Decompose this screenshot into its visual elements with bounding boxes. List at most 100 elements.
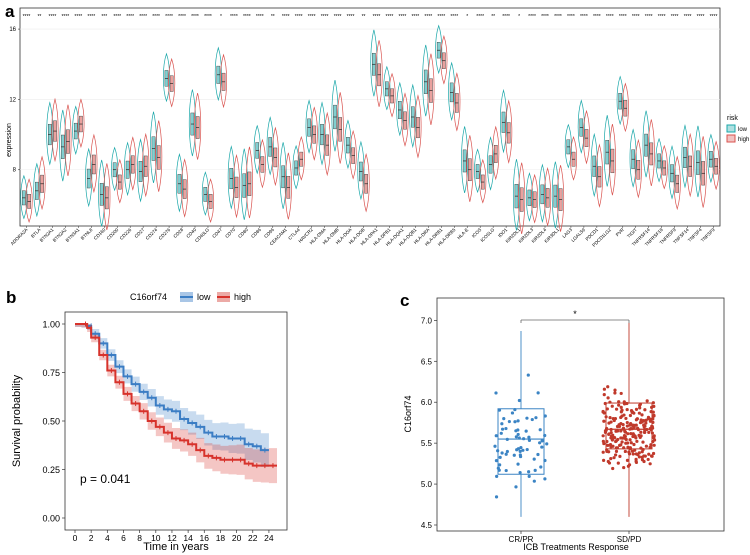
panel-a-grid bbox=[20, 28, 720, 171]
significance-mark: **** bbox=[593, 14, 601, 20]
data-point bbox=[651, 451, 656, 456]
x-tick-label: TNFSF9 bbox=[700, 227, 716, 243]
x-tick-label: HLA-E bbox=[456, 227, 469, 240]
violin-low bbox=[214, 46, 222, 102]
data-point bbox=[617, 400, 621, 404]
violin-low bbox=[227, 145, 235, 210]
violin-low bbox=[668, 145, 676, 200]
violin-low bbox=[279, 142, 287, 209]
data-point bbox=[647, 452, 651, 456]
data-point bbox=[625, 420, 629, 425]
data-point bbox=[628, 413, 633, 418]
violin-low bbox=[603, 115, 611, 187]
violin-high bbox=[660, 144, 668, 190]
x-tick-label: CD40LG bbox=[194, 227, 210, 243]
data-point bbox=[642, 454, 646, 458]
panel-c-y-axis-label: C16orf74 bbox=[403, 395, 413, 432]
y-tick-label: 16 bbox=[9, 27, 16, 33]
significance-mark: **** bbox=[541, 14, 549, 20]
data-point bbox=[626, 445, 630, 449]
panel-b-legend-low: low bbox=[197, 292, 211, 302]
panel-a-y-ticks: 8 12 16 bbox=[9, 27, 20, 174]
data-point bbox=[623, 436, 627, 440]
data-point bbox=[625, 441, 630, 445]
violin-high bbox=[570, 136, 578, 181]
data-point bbox=[603, 430, 608, 434]
panel-a-legend-high: high bbox=[738, 137, 749, 143]
data-point bbox=[629, 408, 634, 413]
data-point bbox=[643, 430, 647, 434]
significance-mark: **** bbox=[308, 14, 316, 20]
data-point bbox=[516, 428, 520, 432]
data-point bbox=[514, 485, 518, 489]
violin-low bbox=[396, 81, 404, 137]
violin-low bbox=[461, 126, 469, 194]
x-tick-label: CD200 bbox=[106, 227, 120, 241]
data-point bbox=[649, 454, 654, 458]
x-tick-label: SD/PD bbox=[617, 535, 642, 544]
violin-low bbox=[162, 52, 170, 103]
significance-mark: **** bbox=[256, 14, 264, 20]
x-tick-label: 0 bbox=[73, 533, 78, 543]
significance-mark: **** bbox=[49, 14, 57, 20]
y-tick-label: 0.25 bbox=[42, 465, 60, 475]
data-point bbox=[637, 411, 641, 415]
violin-high bbox=[582, 109, 590, 165]
panel-a-violin-chart: a **** ** **** **** **** **** *** **** **** **** *… bbox=[5, 2, 749, 248]
significance-mark: **** bbox=[399, 14, 407, 20]
violin-high bbox=[531, 173, 539, 224]
violin-low bbox=[383, 65, 391, 111]
violin-high bbox=[310, 106, 318, 161]
data-point bbox=[634, 460, 638, 465]
data-point bbox=[540, 439, 544, 443]
y-tick-label: 0.50 bbox=[42, 417, 60, 427]
panel-c-x-ticks: CR/PR SD/PD bbox=[509, 531, 642, 544]
data-point bbox=[516, 462, 520, 466]
data-point bbox=[639, 430, 643, 434]
violin-low bbox=[655, 137, 663, 183]
data-point bbox=[642, 419, 646, 423]
data-point bbox=[644, 418, 648, 422]
y-tick-label: 7.0 bbox=[421, 316, 433, 325]
data-point bbox=[619, 391, 623, 396]
data-point bbox=[636, 453, 640, 457]
data-point bbox=[627, 463, 632, 467]
data-point bbox=[618, 454, 622, 459]
x-tick-label: 24 bbox=[264, 533, 274, 543]
data-point bbox=[648, 419, 653, 423]
significance-mark: ** bbox=[37, 14, 41, 20]
x-tick-label: CD276 bbox=[158, 227, 172, 241]
y-tick-label: 6.0 bbox=[421, 398, 433, 407]
violin-high bbox=[621, 82, 629, 133]
violin-low bbox=[422, 44, 430, 117]
data-point bbox=[602, 393, 606, 397]
significance-mark: **** bbox=[152, 14, 160, 20]
panel-c-boxes bbox=[497, 322, 653, 517]
violin-high bbox=[388, 72, 396, 118]
data-point bbox=[608, 416, 612, 420]
violin-low bbox=[201, 171, 209, 216]
significance-mark: ** bbox=[271, 14, 275, 20]
violin-high bbox=[103, 163, 111, 230]
x-tick-label: ICOS bbox=[471, 227, 482, 238]
violin-high bbox=[232, 153, 240, 219]
violin-low bbox=[175, 152, 183, 213]
data-point bbox=[499, 431, 503, 435]
x-tick-label: 16 bbox=[200, 533, 210, 543]
data-point bbox=[494, 391, 498, 395]
data-point bbox=[632, 442, 636, 447]
data-point bbox=[625, 458, 630, 462]
x-tick-label: 12 bbox=[167, 533, 177, 543]
data-point bbox=[614, 449, 619, 453]
violin-high bbox=[712, 140, 720, 191]
significance-mark: **** bbox=[645, 14, 653, 20]
data-point bbox=[624, 416, 628, 421]
data-point bbox=[493, 444, 497, 448]
data-point bbox=[645, 399, 649, 403]
data-point bbox=[614, 407, 619, 411]
violin-low bbox=[681, 124, 689, 189]
survival-curve-high bbox=[75, 323, 277, 467]
significance-mark: **** bbox=[321, 14, 329, 20]
data-point bbox=[619, 436, 623, 440]
